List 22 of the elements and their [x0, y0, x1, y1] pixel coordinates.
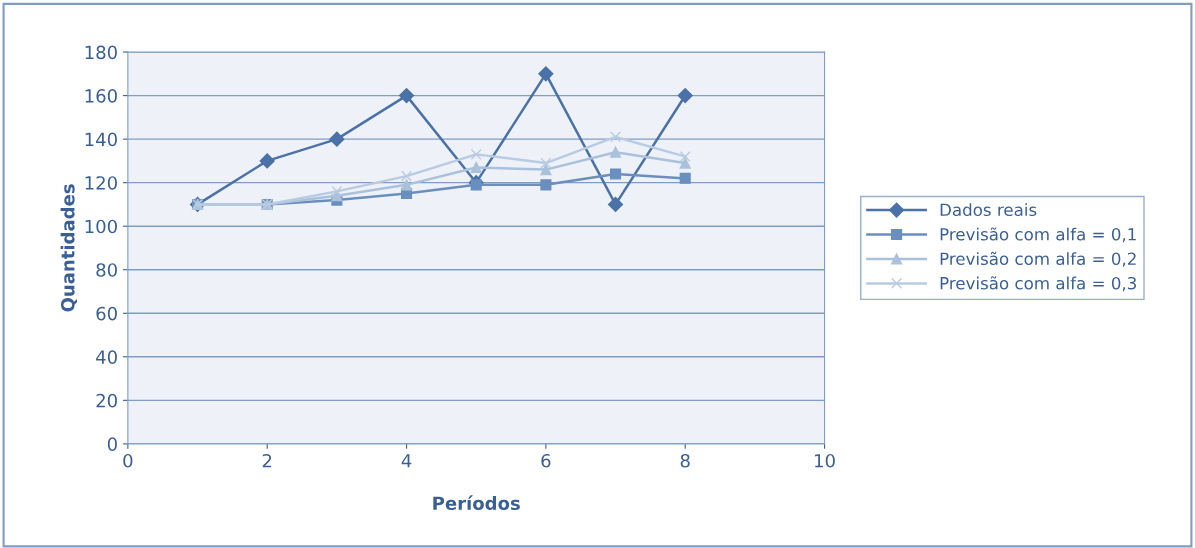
y-tick-label: 180	[85, 45, 117, 60]
x-tick-label: 10	[815, 453, 835, 468]
x-tick-label: 4	[401, 454, 412, 468]
y-tick-label: 140	[85, 132, 117, 147]
y-tick-label: 80	[96, 263, 117, 277]
y-tick-label: 0	[107, 437, 117, 451]
legend-label: Dados reais	[940, 203, 1037, 217]
x-tick-label: 8	[680, 453, 690, 468]
legend-label: Previsão com alfa = 0,3	[940, 276, 1137, 292]
y-tick-label: 40	[96, 350, 117, 364]
x-axis-title: Períodos	[433, 495, 520, 511]
y-tick-label: 160	[85, 89, 117, 103]
x-tick-label: 0	[123, 453, 133, 468]
y-tick-label: 60	[96, 306, 117, 321]
y-axis-title: Quantidades	[60, 184, 77, 312]
y-tick-label: 20	[96, 393, 117, 408]
x-tick-label: 2	[262, 453, 272, 468]
y-tick-label: 120	[85, 176, 117, 190]
y-tick-label: 100	[85, 219, 117, 234]
legend-label: Previsão com alfa = 0,1	[940, 227, 1136, 243]
legend-label: Previsão com alfa = 0,2	[940, 251, 1136, 267]
x-tick-label: 6	[541, 453, 551, 468]
